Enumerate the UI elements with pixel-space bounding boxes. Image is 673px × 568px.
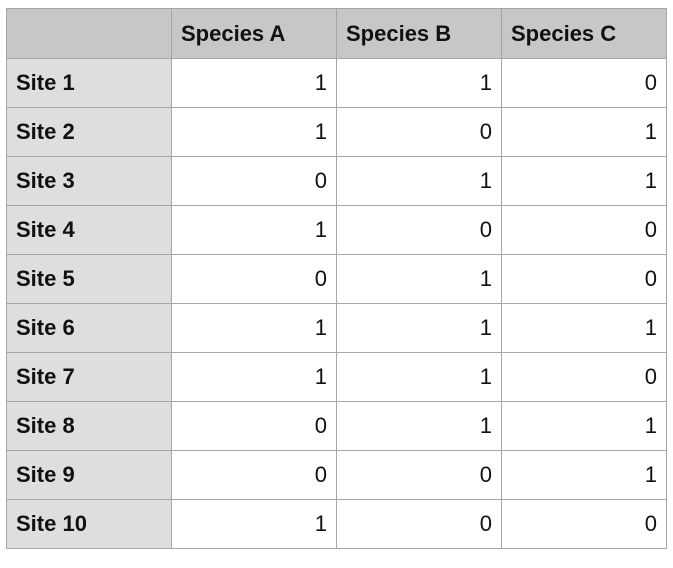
cell: 1 [501, 107, 667, 157]
cell: 1 [336, 401, 502, 451]
row-header: Site 1 [6, 58, 172, 108]
cell: 1 [501, 303, 667, 353]
row-header: Site 10 [6, 499, 172, 549]
row-header: Site 6 [6, 303, 172, 353]
cell: 0 [171, 401, 337, 451]
table-row: Site 10 1 0 0 [6, 499, 667, 549]
cell: 1 [336, 156, 502, 206]
cell: 1 [501, 401, 667, 451]
cell: 1 [171, 303, 337, 353]
cell: 0 [336, 450, 502, 500]
cell: 0 [171, 450, 337, 500]
cell: 1 [171, 205, 337, 255]
column-header: Species B [336, 8, 502, 59]
cell: 0 [336, 205, 502, 255]
data-table: Species A Species B Species C Site 1 1 1 0 Sit… [6, 8, 667, 549]
row-header: Site 5 [6, 254, 172, 304]
corner-cell [6, 8, 172, 59]
cell: 1 [171, 499, 337, 549]
row-header: Site 7 [6, 352, 172, 402]
cell: 1 [336, 58, 502, 108]
cell: 1 [336, 303, 502, 353]
cell: 0 [171, 254, 337, 304]
cell: 1 [171, 58, 337, 108]
column-header: Species C [501, 8, 667, 59]
cell: 0 [501, 205, 667, 255]
table-body: Site 1 1 1 0 Site 2 1 0 1 Site 3 0 1 1 Site 4 1 0 0 Site… [6, 58, 667, 549]
cell: 0 [171, 156, 337, 206]
cell: 1 [336, 254, 502, 304]
cell: 0 [336, 499, 502, 549]
row-header: Site 8 [6, 401, 172, 451]
cell: 1 [171, 352, 337, 402]
column-header: Species A [171, 8, 337, 59]
cell: 0 [501, 352, 667, 402]
cell: 1 [171, 107, 337, 157]
cell: 0 [336, 107, 502, 157]
cell: 0 [501, 499, 667, 549]
row-header: Site 4 [6, 205, 172, 255]
cell: 1 [501, 156, 667, 206]
cell: 0 [501, 254, 667, 304]
row-header: Site 3 [6, 156, 172, 206]
cell: 0 [501, 58, 667, 108]
cell: 1 [501, 450, 667, 500]
row-header: Site 2 [6, 107, 172, 157]
cell: 1 [336, 352, 502, 402]
row-header: Site 9 [6, 450, 172, 500]
header-row: Species A Species B Species C [6, 8, 667, 59]
